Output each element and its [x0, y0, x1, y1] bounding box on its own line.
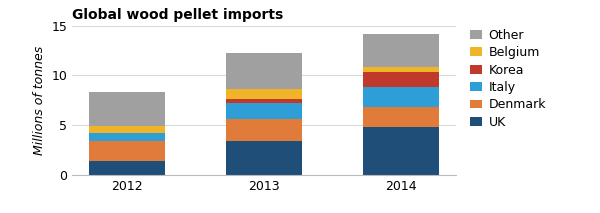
Bar — [226, 119, 302, 141]
Bar — [226, 141, 302, 175]
Text: Global wood pellet imports: Global wood pellet imports — [72, 8, 283, 22]
Bar — [89, 92, 165, 126]
Bar — [89, 133, 165, 141]
Bar — [226, 89, 302, 99]
Bar — [226, 99, 302, 103]
Bar — [89, 161, 165, 175]
Bar — [89, 126, 165, 133]
Bar — [226, 103, 302, 119]
Bar — [363, 67, 439, 72]
Bar — [226, 53, 302, 89]
Bar — [363, 72, 439, 87]
Bar — [89, 141, 165, 161]
Bar — [363, 127, 439, 175]
Y-axis label: Millions of tonnes: Millions of tonnes — [33, 46, 46, 155]
Bar — [363, 87, 439, 107]
Bar — [363, 33, 439, 67]
Bar — [363, 107, 439, 127]
Legend: Other, Belgium, Korea, Italy, Denmark, UK: Other, Belgium, Korea, Italy, Denmark, U… — [470, 29, 546, 129]
